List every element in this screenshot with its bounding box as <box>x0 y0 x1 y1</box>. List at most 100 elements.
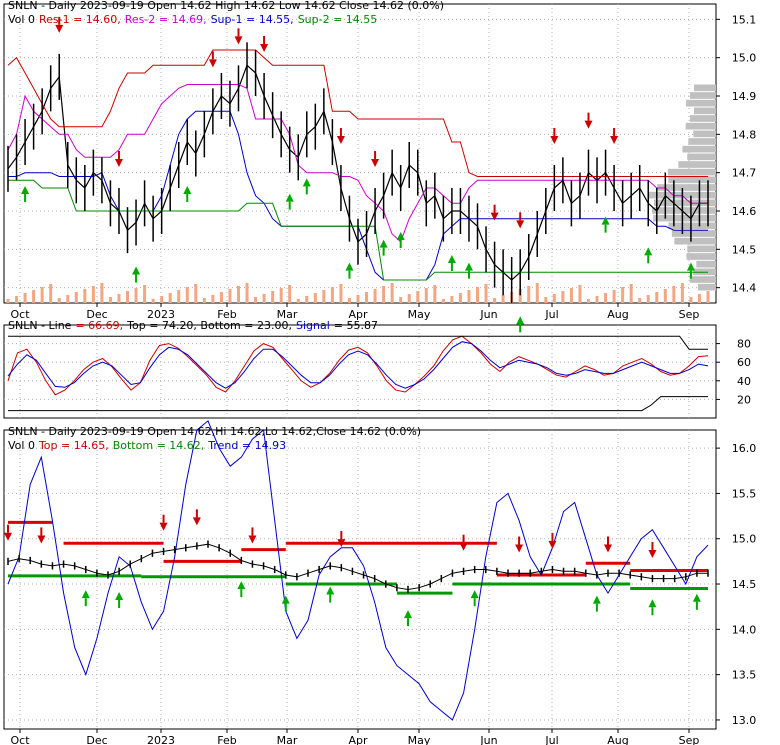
volume-bar <box>57 298 61 303</box>
volume-bar <box>629 284 633 303</box>
volume-bar <box>706 291 710 303</box>
stoch-series-bottom <box>8 396 708 412</box>
x-tick-label: May <box>408 734 431 745</box>
volume-bar <box>185 287 189 303</box>
y-tick-label: 14.7 <box>732 167 757 180</box>
sell-arrow <box>336 136 345 144</box>
y-tick-label: 14.6 <box>732 205 757 218</box>
sell-arrow <box>37 535 46 544</box>
price-legend-sup2: Sup-2 = 14.55 <box>297 13 378 26</box>
volume-bar <box>441 299 445 303</box>
volume-bar <box>32 290 36 303</box>
volume-bar <box>373 289 377 303</box>
volume-bar <box>211 295 215 303</box>
buy-arrow <box>115 591 124 600</box>
volume-bar <box>160 296 164 303</box>
volume-bar <box>254 297 258 303</box>
buy-arrow <box>470 590 479 599</box>
price-legend-row: Vol 0 Res-1 = 14.60, Res-2 = 14.69, Sup-1 =… <box>8 13 444 27</box>
volume-profile-bar <box>671 230 716 237</box>
buy-arrow <box>285 193 294 202</box>
volume-bar <box>390 283 394 303</box>
volume-profile-bar <box>668 222 716 230</box>
volume-bar <box>612 290 616 303</box>
y-tick-label: 16.0 <box>732 442 757 455</box>
buy-arrow <box>302 178 311 187</box>
volume-bar <box>399 297 403 303</box>
volume-profile-bar <box>689 276 716 283</box>
volume-bar <box>296 299 300 303</box>
volume-bar <box>330 287 334 303</box>
stoch-legend-signal-value: = 55.87 <box>333 319 378 332</box>
buy-arrow <box>644 247 653 256</box>
volume-bar <box>168 293 172 303</box>
volume-profile-bar <box>697 283 716 291</box>
buy-arrow <box>404 610 412 619</box>
volume-bar <box>501 295 505 303</box>
sell-arrow <box>4 532 12 541</box>
volume-bar <box>672 286 676 303</box>
sell-arrow <box>604 544 612 553</box>
x-tick-label: Oct <box>10 734 30 745</box>
sell-arrow <box>260 44 269 52</box>
stoch-series-line <box>7 335 709 396</box>
buy-arrow <box>183 186 192 194</box>
volume-bar <box>228 289 232 303</box>
sell-arrow <box>459 542 468 551</box>
stoch-series-top <box>8 335 708 350</box>
buy-arrow <box>447 255 456 263</box>
volume-profile-bar <box>689 115 716 122</box>
x-tick-label: Mar <box>277 734 298 745</box>
sell-arrow <box>234 36 243 45</box>
volume-bar <box>279 288 283 303</box>
volume-bar <box>23 293 27 303</box>
volume-bar <box>552 294 556 303</box>
trend-legend-trend: Trend = 14.93 <box>208 439 287 452</box>
volume-bar <box>578 285 582 303</box>
volume-bar <box>194 284 198 303</box>
sell-arrow <box>584 120 593 129</box>
volume-bar <box>493 298 497 303</box>
price-legend-vol: Vol 0 <box>8 13 35 26</box>
buy-arrow <box>686 262 695 271</box>
y-tick-label: 15.1 <box>732 13 757 26</box>
volume-profile-bar <box>674 237 716 245</box>
volume-bar <box>586 299 590 303</box>
volume-bar <box>680 283 684 303</box>
volume-bar <box>40 287 44 303</box>
volume-bar <box>544 297 548 303</box>
x-tick-label: Apr <box>348 308 368 321</box>
volume-profile-bar <box>688 138 716 145</box>
volume-profile-bar <box>668 176 716 184</box>
volume-profile-bar <box>657 184 716 191</box>
x-tick-label: Jul <box>544 734 558 745</box>
price-panel-header: SNLN - Daily 2023-09-19 Open 14.62 High … <box>8 0 444 27</box>
sell-arrow <box>248 535 257 544</box>
volume-profile-bar <box>667 168 716 176</box>
trend-legend-top: Top = 14.65, <box>38 439 109 452</box>
volume-bar <box>143 285 147 303</box>
sell-arrow <box>550 136 559 144</box>
trend-legend-row: Vol 0 Top = 14.65, Bottom = 14.62, Trend = … <box>8 439 421 453</box>
y-tick-label: 14.5 <box>732 578 757 591</box>
volume-bar <box>458 293 462 303</box>
price-series-res1 <box>7 49 708 177</box>
buy-arrow <box>21 186 30 194</box>
volume-bar <box>100 283 104 303</box>
volume-profile-bar <box>693 107 716 115</box>
buy-arrow <box>379 239 388 248</box>
x-tick-label: Jun <box>479 308 497 321</box>
x-tick-label: Jun <box>479 734 497 745</box>
volume-bar <box>202 298 206 303</box>
volume-bar <box>305 296 309 303</box>
volume-bar <box>638 298 642 303</box>
volume-profile-bar <box>654 199 716 207</box>
volume-bar <box>655 292 659 303</box>
x-tick-label: Sep <box>679 734 700 745</box>
volume-bar <box>271 291 275 303</box>
x-tick-label: Feb <box>217 308 236 321</box>
volume-bar <box>151 299 155 303</box>
y-tick-label: 20 <box>737 393 751 406</box>
y-tick-label: 13.5 <box>732 669 757 682</box>
volume-bar <box>646 295 650 303</box>
